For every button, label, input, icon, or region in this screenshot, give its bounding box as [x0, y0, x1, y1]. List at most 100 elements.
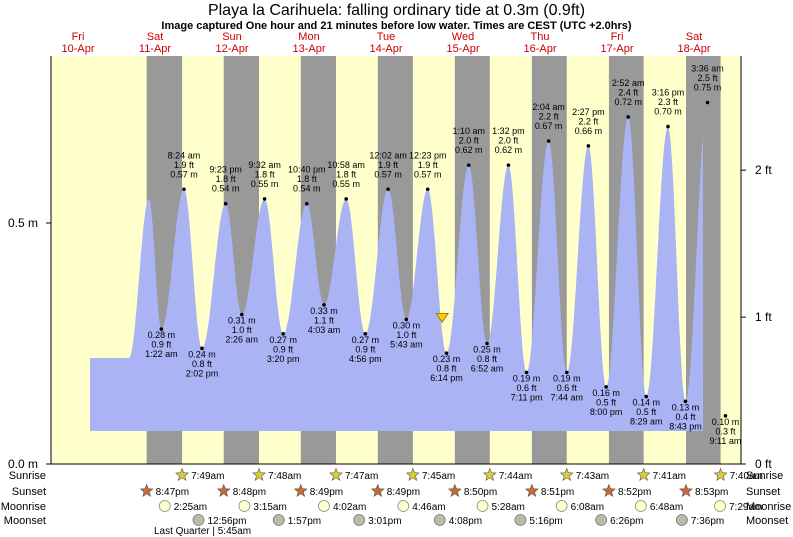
tide-high-label: 2.2 ft — [578, 116, 599, 126]
tide-low-point — [404, 317, 409, 322]
right-tick-label: 1 ft — [755, 310, 772, 324]
day-weekday: Thu — [531, 31, 550, 43]
tide-high-point — [626, 115, 630, 119]
tide-low-point — [683, 399, 688, 404]
tide-low-label: 0.8 ft — [436, 364, 457, 374]
sunrise-icon — [713, 467, 728, 481]
tide-low-point — [240, 312, 244, 317]
tide-low-label: 1.0 ft — [232, 325, 253, 335]
right-tick-label: 2 ft — [755, 163, 772, 177]
tide-high-label: 0.57 m — [170, 169, 198, 179]
moonset-icon — [514, 514, 527, 526]
moonrise-time: 4:46am — [412, 502, 445, 513]
tide-high-label: 2:52 am — [612, 78, 645, 88]
moonrise-time: 2:25am — [174, 502, 207, 513]
tide-low-point — [485, 341, 489, 346]
left-tick-label: 0.5 m — [8, 216, 38, 230]
tide-high-point — [262, 197, 267, 201]
day-weekday: Sat — [686, 31, 703, 43]
tide-high-label: 1.8 ft — [297, 174, 318, 184]
tide-low-label: 3:20 pm — [267, 354, 300, 364]
tide-high-point — [425, 187, 430, 192]
tide-low-label: 0.9 ft — [151, 340, 172, 350]
left-tick-label: 0.0 m — [8, 457, 38, 471]
sunrise-icon — [175, 467, 190, 481]
day-date: 16-Apr — [523, 43, 556, 55]
tide-high-label: 2.2 ft — [539, 112, 560, 122]
tide-low-point — [363, 332, 368, 336]
tide-high-point — [386, 187, 390, 192]
tide-low-label: 0.24 m — [188, 349, 216, 359]
sunset-icon — [679, 483, 693, 497]
sunrise-icon — [405, 467, 420, 481]
tide-high-label: 0.57 m — [374, 169, 402, 179]
row-label-left: Sunrise — [9, 470, 46, 482]
tide-high-label: 0.55 m — [251, 179, 279, 189]
moonset-time: 5:16pm — [529, 516, 562, 527]
day-weekday: Fri — [611, 31, 624, 43]
moonrise-icon — [397, 500, 410, 512]
sunset-icon — [524, 483, 539, 497]
tide-curve — [90, 117, 703, 431]
tide-high-label: 0.57 m — [414, 169, 442, 179]
tide-low-label: 0.30 m — [393, 320, 421, 330]
astro-rows: Sunrise Sunset Moonrise Moonset Sunrise Sunse… — [1, 467, 791, 537]
tide-low-label: 0.31 m — [228, 316, 256, 326]
tide-low-point — [200, 346, 204, 351]
tide-low-label: 0.5 ft — [596, 397, 617, 407]
tide-high-label: 2.5 ft — [698, 73, 719, 83]
tide-low-point — [281, 332, 285, 336]
tide-low-label: 0.16 m — [592, 388, 620, 398]
tide-low-point — [524, 370, 529, 375]
tide-high-label: 10:58 am — [327, 160, 365, 170]
moonrise-time: 4:02am — [333, 502, 366, 513]
tide-high-label: 2.3 ft — [658, 97, 679, 107]
moonrise-time: 3:15am — [253, 502, 286, 513]
moonset-icon — [192, 514, 205, 526]
day-date: 11-Apr — [139, 43, 172, 55]
tide-low-point — [604, 385, 608, 389]
sunrise-icon — [252, 467, 266, 481]
tide-high-point — [344, 197, 348, 201]
sunrise-time: 7:44am — [499, 471, 532, 482]
tide-low-point — [565, 370, 569, 375]
moonrise-icon — [555, 500, 568, 512]
day-weekday: Sat — [147, 31, 164, 43]
tide-high-label: 0.62 m — [455, 145, 483, 155]
tide-high-label: 0.75 m — [694, 83, 722, 93]
tide-low-label: 1.0 ft — [396, 330, 417, 340]
tide-high-point — [223, 201, 228, 206]
moonset-icon — [272, 514, 285, 526]
tide-high-label: 1.8 ft — [336, 169, 357, 179]
tide-low-label: 0.14 m — [632, 398, 660, 408]
sunset-icon — [447, 483, 462, 497]
right-tick-label: 0 ft — [755, 457, 772, 471]
moonset-time: 3:01pm — [368, 516, 401, 527]
tide-high-point — [586, 144, 591, 148]
day-date: 14-Apr — [369, 43, 402, 55]
sunset-icon — [216, 483, 231, 497]
tide-high-point — [666, 124, 670, 129]
sunrise-time: 7:48am — [268, 471, 301, 482]
tide-high-label: 10:40 pm — [288, 165, 326, 175]
tide-high-point — [506, 163, 511, 167]
day-weekday: Sun — [222, 31, 242, 43]
tide-low-label: 0.6 ft — [517, 383, 538, 393]
tide-low-label: 4:56 pm — [349, 354, 382, 364]
tide-area — [90, 117, 703, 431]
tide-low-label: 0.10 m — [712, 417, 740, 427]
tide-low-label: 0.19 m — [553, 373, 581, 383]
tide-high-label: 9:23 pm — [209, 165, 242, 175]
tide-extreme-labels: 0.28 m0.9 ft1:22 am8:24 am1.9 ft0.57 m0.… — [145, 64, 741, 446]
sunset-time: 8:47pm — [156, 487, 189, 498]
tide-high-label: 1.9 ft — [174, 160, 195, 170]
tide-high-label: 2:27 pm — [572, 107, 605, 117]
tide-high-label: 3:36 am — [691, 64, 724, 74]
tide-low-label: 6:14 pm — [430, 373, 463, 383]
day-weekday: Fri — [72, 31, 85, 43]
tide-low-label: 0.8 ft — [477, 354, 498, 364]
tide-high-label: 0.66 m — [575, 126, 603, 136]
sunrise-time: 7:45am — [422, 471, 455, 482]
sunset-time: 8:48pm — [233, 487, 266, 498]
